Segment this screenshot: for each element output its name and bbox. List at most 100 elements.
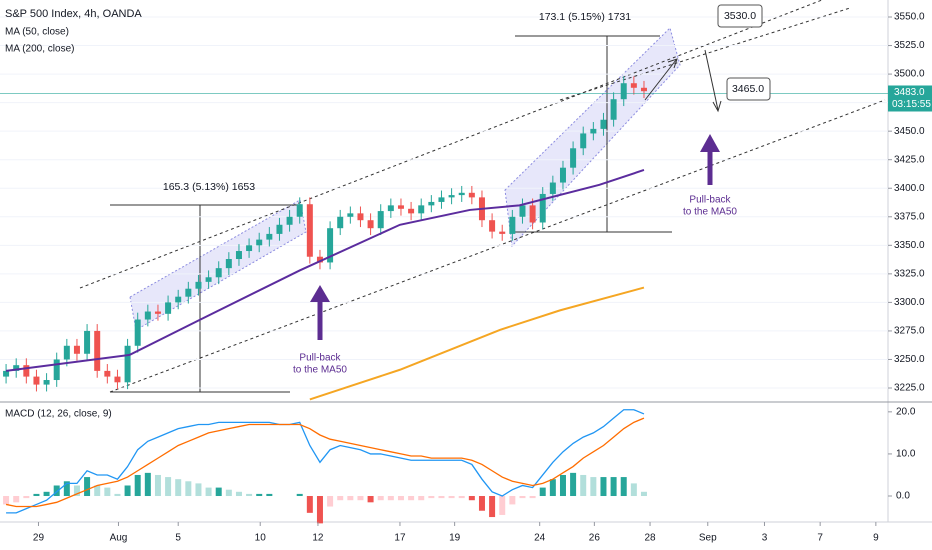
histogram-bar <box>225 489 232 497</box>
candle-body <box>306 204 313 257</box>
candle-body <box>3 370 10 377</box>
note: to the MA50 <box>293 365 347 376</box>
plot: 3550.03525.03500.03475.03450.03425.03400… <box>0 12 932 544</box>
histogram-bar <box>23 496 30 499</box>
candle-body <box>316 256 323 263</box>
histogram-bar <box>327 496 334 507</box>
histogram-bar <box>73 485 80 497</box>
legend-entry: MA (50, close) <box>5 27 69 38</box>
histogram-bar <box>296 493 303 497</box>
candle-body <box>347 213 354 217</box>
candle-body <box>175 296 182 303</box>
histogram-bar <box>600 477 607 497</box>
candle-body <box>134 319 141 346</box>
histogram-bar <box>33 493 40 497</box>
candle-body <box>529 205 536 223</box>
moving-average <box>309 286 645 401</box>
candle-body <box>438 197 445 202</box>
histogram-bar <box>53 485 60 497</box>
callout-label: 3530.0 <box>724 10 756 22</box>
y-tick-label: 3275.0 <box>894 326 925 337</box>
histogram-bar <box>377 496 384 501</box>
y-tick-label: 3525.0 <box>894 40 925 51</box>
y-tick-label: 0.0 <box>896 491 910 502</box>
histogram-bar <box>165 477 172 497</box>
last-price-label: 3483.0 <box>894 87 925 98</box>
x-tick-label: 9 <box>873 533 879 544</box>
trend-line <box>79 0 823 289</box>
candle-body <box>73 345 80 354</box>
histogram-bar <box>266 493 273 497</box>
candle-body <box>266 233 273 240</box>
y-tick-label: 20.0 <box>896 406 916 417</box>
legend: S&P 500 Index, 4h, OANDA MA (50, close) … <box>5 8 142 420</box>
histogram-bar <box>640 491 647 497</box>
histogram-bar <box>408 496 415 501</box>
candle-body <box>94 330 101 371</box>
legend-entry: MA (200, close) <box>5 44 74 55</box>
histogram-bar <box>559 474 566 497</box>
histogram-bar <box>154 474 161 497</box>
x-tick-label: 5 <box>175 533 181 544</box>
histogram-bar <box>580 474 587 497</box>
candle-body <box>367 220 374 229</box>
arrow <box>644 59 677 101</box>
trend-line <box>109 99 886 393</box>
histogram-bar <box>509 496 516 505</box>
histogram-bar <box>428 496 435 499</box>
trend-line <box>559 7 851 101</box>
y-tick-label: 3425.0 <box>894 154 925 165</box>
histogram-bar <box>458 496 465 499</box>
candle-body <box>63 345 70 360</box>
histogram-bar <box>468 496 475 501</box>
histogram-bar <box>94 485 101 497</box>
x-tick-label: 12 <box>312 533 324 544</box>
histogram-bar <box>549 479 556 497</box>
candle-body <box>630 83 637 88</box>
y-tick-label: 3250.0 <box>894 354 925 365</box>
histogram-bar <box>63 481 70 497</box>
candle-body <box>337 216 344 229</box>
histogram-bar <box>610 477 617 497</box>
candle-body <box>195 281 202 289</box>
candle-body <box>418 205 425 214</box>
candle-body <box>215 268 222 278</box>
candle-body <box>610 99 617 120</box>
candle-body <box>235 251 242 260</box>
callout <box>726 77 771 101</box>
histogram-bar <box>256 493 263 497</box>
last-price-box <box>888 85 932 112</box>
candle-body <box>428 201 435 206</box>
histogram-bar <box>418 496 425 501</box>
y-tick-label: 3225.0 <box>894 383 925 394</box>
y-tick-label: 3450.0 <box>894 126 925 137</box>
candle-body <box>499 231 506 234</box>
candle-body <box>276 224 283 234</box>
candle-body <box>114 376 121 383</box>
arrow-head <box>700 134 720 152</box>
histogram-bar <box>570 472 577 497</box>
histogram-bar <box>448 496 455 499</box>
drawings <box>0 0 888 393</box>
callout-label: 3465.0 <box>732 83 764 95</box>
histogram-bar <box>124 485 131 497</box>
candle-body <box>580 133 587 149</box>
candle-body <box>154 311 161 314</box>
measure-label: 173.1 (5.15%) 1731 <box>539 11 631 23</box>
candle-body <box>327 228 334 263</box>
histogram-bar <box>104 487 111 497</box>
histogram-bar <box>114 493 121 497</box>
y-tick-label: 3550.0 <box>894 12 925 23</box>
chart-title: S&P 500 Index, 4h, OANDA <box>5 8 142 20</box>
histogram-bar <box>367 496 374 503</box>
x-tick-label: 28 <box>644 533 656 544</box>
callout <box>717 4 763 28</box>
candle-body <box>519 205 526 217</box>
histogram-bar <box>590 477 597 497</box>
candle-body <box>539 193 546 223</box>
y-tick-label: 3400.0 <box>894 183 925 194</box>
moving-average <box>5 169 645 372</box>
x-tick-label: 17 <box>394 533 406 544</box>
histogram-bar <box>235 491 242 497</box>
candle-body <box>225 259 232 269</box>
